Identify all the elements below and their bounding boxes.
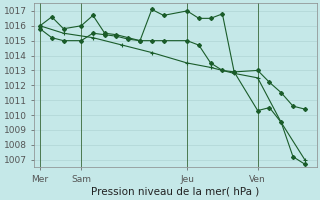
X-axis label: Pression niveau de la mer( hPa ): Pression niveau de la mer( hPa ) xyxy=(91,187,260,197)
